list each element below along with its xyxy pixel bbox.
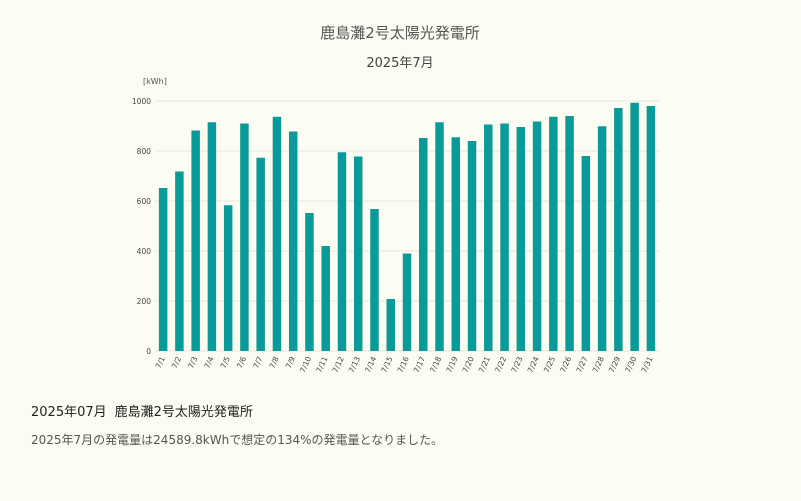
x-tick-label: 7/9 <box>284 355 297 370</box>
bar-7-24 <box>532 121 542 351</box>
x-tick-label: 7/23 <box>509 355 524 374</box>
x-tick-label: 7/28 <box>591 355 606 374</box>
x-tick-label: 7/3 <box>186 355 199 370</box>
bar-7-29 <box>614 108 623 351</box>
x-tick-label: 7/6 <box>235 355 248 370</box>
bar-7-13 <box>353 156 363 351</box>
bar-7-7 <box>256 157 265 351</box>
y-tick-label: 200 <box>137 297 152 306</box>
chart-title: 鹿島灘2号太陽光発電所 <box>320 24 480 42</box>
bar-7-27 <box>581 156 591 351</box>
bar-7-11 <box>321 246 330 351</box>
x-tick-label: 7/8 <box>267 355 280 370</box>
x-tick-label: 7/1 <box>154 355 167 370</box>
y-tick-label: 1000 <box>132 97 151 106</box>
bar-7-25 <box>549 116 558 351</box>
x-axis-ticks: 7/1 7/2 7/3 7/4 7/5 7/6 7/7 7/8 7/9 7/10 7/11 7/12 7… <box>154 355 655 374</box>
x-tick-label: 7/25 <box>542 355 557 374</box>
bar-7-28 <box>597 126 607 351</box>
bar-7-16 <box>402 253 412 351</box>
bar-7-17 <box>419 138 428 351</box>
bar-7-1 <box>158 188 168 351</box>
x-tick-label: 7/10 <box>298 355 313 374</box>
x-tick-label: 7/5 <box>219 355 232 370</box>
bar-7-10 <box>305 213 314 351</box>
y-axis-ticks: 0 200 400 600 800 1000 <box>132 97 151 356</box>
bar-7-8 <box>272 116 282 351</box>
bar-7-6 <box>240 123 249 351</box>
x-tick-label: 7/15 <box>379 355 394 374</box>
summary-period: 2025年07月 <box>31 405 107 420</box>
x-tick-label: 7/14 <box>363 355 378 374</box>
x-tick-label: 7/4 <box>202 355 215 370</box>
bar-7-22 <box>500 123 509 351</box>
bar-7-23 <box>516 127 526 351</box>
x-tick-label: 7/21 <box>477 355 492 374</box>
x-tick-label: 7/16 <box>396 355 411 374</box>
x-tick-label: 7/29 <box>607 355 622 374</box>
x-tick-label: 7/18 <box>428 355 443 374</box>
x-tick-label: 7/12 <box>331 355 346 374</box>
x-tick-label: 7/19 <box>444 355 459 374</box>
y-tick-label: 0 <box>146 347 151 356</box>
x-tick-label: 7/11 <box>314 355 329 374</box>
chart-subtitle: 2025年7月 <box>366 56 433 71</box>
bars <box>158 102 656 351</box>
bar-7-26 <box>565 116 574 351</box>
bar-7-2 <box>175 171 184 351</box>
grid-lines <box>155 100 659 352</box>
bar-7-31 <box>646 106 656 351</box>
x-tick-label: 7/2 <box>170 355 183 370</box>
x-tick-label: 7/17 <box>412 355 427 374</box>
x-tick-label: 7/26 <box>558 355 573 374</box>
x-tick-label: 7/13 <box>347 355 362 374</box>
x-tick-label: 7/22 <box>493 355 508 374</box>
bar-7-3 <box>191 130 200 351</box>
bar-7-14 <box>370 209 379 351</box>
x-tick-label: 7/7 <box>251 355 264 370</box>
bar-7-4 <box>207 122 217 351</box>
bar-7-30 <box>630 102 639 351</box>
x-tick-label: 7/27 <box>574 355 589 374</box>
x-tick-label: 7/20 <box>461 355 476 374</box>
y-tick-label: 800 <box>137 147 152 156</box>
x-tick-label: 7/24 <box>526 355 541 374</box>
y-tick-label: 400 <box>137 247 152 256</box>
bar-7-18 <box>435 122 444 351</box>
bar-7-9 <box>288 131 298 351</box>
summary-description: 2025年7月の発電量は24589.8kWhで想定の134%の発電量となりました… <box>31 433 444 447</box>
bar-7-21 <box>484 124 493 351</box>
y-axis-unit-label: [kWh] <box>143 77 167 86</box>
summary-heading: 2025年07月 鹿島灘2号太陽光発電所 <box>31 401 253 420</box>
chart: 鹿島灘2号太陽光発電所 2025年7月 [kWh] 0 200 400 600 800 1… <box>132 24 659 374</box>
y-tick-label: 600 <box>137 197 152 206</box>
x-tick-label: 7/30 <box>623 355 638 374</box>
summary-plant-name: 鹿島灘2号太陽光発電所 <box>114 405 253 420</box>
bar-7-20 <box>467 141 477 351</box>
bar-7-5 <box>223 205 233 351</box>
bar-7-19 <box>451 137 461 351</box>
x-tick-label: 7/31 <box>639 355 654 374</box>
bar-7-12 <box>337 152 347 351</box>
bar-7-15 <box>386 299 395 351</box>
